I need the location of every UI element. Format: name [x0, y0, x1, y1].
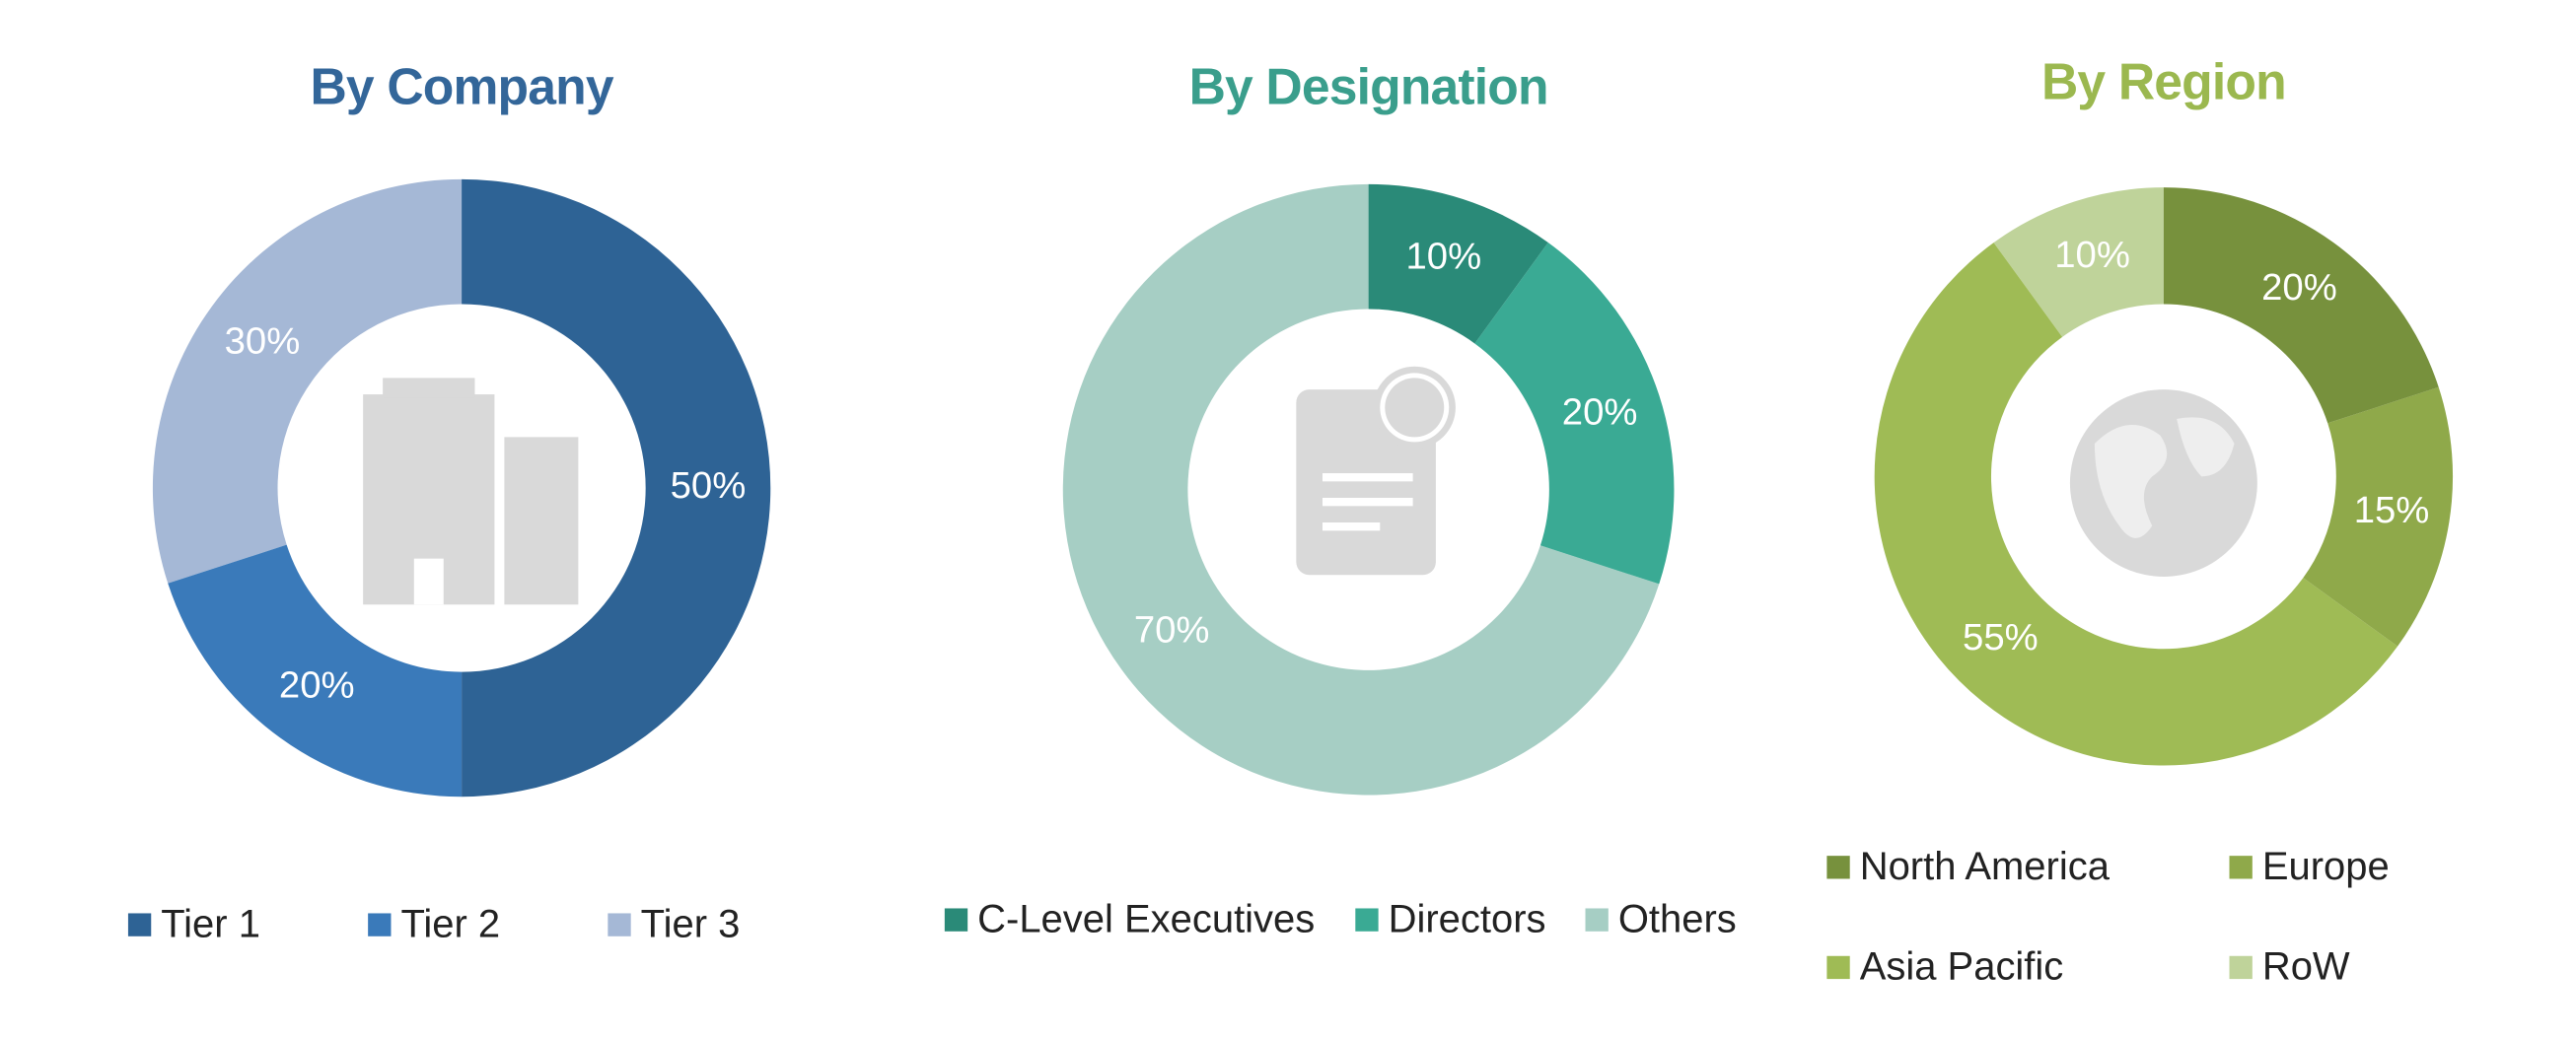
- legend-swatch: [127, 913, 152, 936]
- value-label: 20%: [2261, 266, 2337, 309]
- chart-title: By Region: [2041, 53, 2286, 110]
- legend-label: Europe: [2262, 845, 2390, 888]
- legend-swatch: [368, 913, 392, 936]
- chart-title: By Designation: [1189, 58, 1548, 115]
- legend-swatch: [1826, 955, 1850, 980]
- legend-label: Tier 2: [400, 902, 500, 945]
- legend-swatch: [1355, 908, 1379, 932]
- legend-label: North America: [1860, 845, 2111, 888]
- donut-segment: [2163, 187, 2439, 424]
- value-label: 70%: [1134, 609, 1210, 652]
- donut-segment: [462, 178, 771, 797]
- value-label: 55%: [1963, 616, 2039, 659]
- legend-swatch: [2229, 856, 2253, 879]
- value-label: 50%: [671, 464, 747, 507]
- value-label: 20%: [1562, 391, 1638, 434]
- donut-segment: [1874, 243, 2398, 766]
- legend-label: Directors: [1389, 897, 1546, 940]
- donut-segment: [1368, 183, 1548, 344]
- globe-icon: [2069, 389, 2257, 577]
- donut-segment: [168, 544, 463, 797]
- donut-segment: [1993, 187, 2164, 337]
- legend-label: Asia Pacific: [1860, 945, 2064, 989]
- value-label: 30%: [225, 319, 301, 362]
- chart-title: By Company: [310, 58, 613, 115]
- legend-label: Tier 1: [161, 902, 260, 945]
- donut-segment: [2303, 386, 2454, 647]
- building-icon: [363, 378, 579, 605]
- value-label: 15%: [2354, 489, 2430, 531]
- legend-label: RoW: [2262, 945, 2350, 989]
- document-icon: [1296, 366, 1456, 576]
- value-label: 10%: [1405, 235, 1481, 277]
- legend-swatch: [1826, 856, 1850, 879]
- donut-segment: [152, 178, 463, 584]
- legend-swatch: [944, 908, 968, 932]
- donut-segment: [1062, 183, 1660, 796]
- legend-label: Tier 3: [641, 902, 741, 945]
- legend-swatch: [608, 913, 631, 936]
- legend-swatch: [2229, 955, 2253, 980]
- legend-swatch: [1585, 908, 1609, 932]
- value-label: 10%: [2054, 234, 2130, 276]
- legend-label: C-Level Executives: [977, 897, 1315, 940]
- legend-label: Others: [1618, 897, 1737, 940]
- donut-segment: [1474, 243, 1675, 585]
- value-label: 20%: [279, 663, 355, 706]
